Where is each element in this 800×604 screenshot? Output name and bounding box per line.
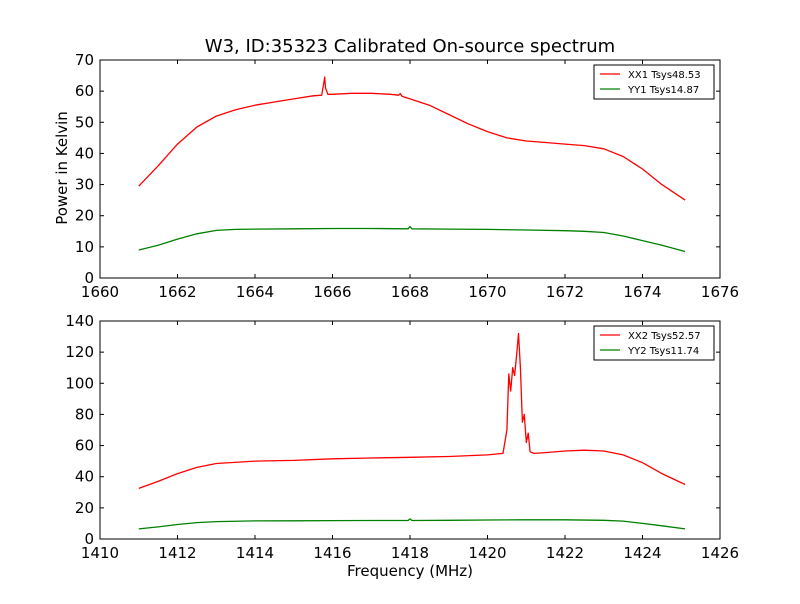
y-tick-label: 140 bbox=[65, 312, 94, 330]
y-tick-label: 60 bbox=[75, 82, 94, 100]
y-tick-label: 20 bbox=[75, 499, 94, 517]
y-tick-label: 20 bbox=[75, 207, 94, 225]
x-tick-label: 1668 bbox=[391, 283, 429, 301]
x-tick-label: 1426 bbox=[701, 544, 739, 562]
y-tick-label: 100 bbox=[65, 374, 94, 392]
legend-label: YY1 Tsys14.87 bbox=[627, 85, 699, 96]
bottom-panel: 1410 1412 1414 1416 1418 1420 1422 1424 1426 0 20 4… bbox=[65, 312, 739, 562]
series-line-red bbox=[138, 332, 686, 490]
x-tick-label: 1414 bbox=[236, 544, 274, 562]
y-tick-label: 40 bbox=[75, 468, 94, 486]
y-tick-label: 60 bbox=[75, 437, 94, 455]
y-axis-label: Power in Kelvin bbox=[53, 111, 71, 225]
legend-label: XX1 Tsys48.53 bbox=[628, 70, 701, 81]
legend-label: XX2 Tsys52.57 bbox=[628, 331, 701, 342]
x-axis-label: Frequency (MHz) bbox=[347, 562, 473, 580]
series-line-green bbox=[138, 225, 686, 253]
x-tick-label: 1672 bbox=[546, 283, 584, 301]
y-tick-label: 120 bbox=[65, 343, 94, 361]
y-tick-label: 0 bbox=[84, 269, 94, 287]
x-tick-label: 1412 bbox=[158, 544, 196, 562]
x-tick-label: 1416 bbox=[313, 544, 351, 562]
y-tick-label: 50 bbox=[75, 113, 94, 131]
y-tick-label: 0 bbox=[84, 530, 94, 548]
x-tick-label: 1670 bbox=[468, 283, 506, 301]
x-tick-label: 1422 bbox=[546, 544, 584, 562]
x-tick-label: 1674 bbox=[623, 283, 661, 301]
x-tick-label: 1420 bbox=[468, 544, 506, 562]
y-tick-label: 40 bbox=[75, 144, 94, 162]
x-tick-label: 1410 bbox=[81, 544, 119, 562]
series-line-green bbox=[138, 518, 686, 530]
y-tick-label: 70 bbox=[75, 51, 94, 69]
x-tick-label: 1664 bbox=[236, 283, 274, 301]
x-tick-label: 1660 bbox=[81, 283, 119, 301]
legend-box bbox=[593, 325, 715, 361]
y-tick-label: 30 bbox=[75, 176, 94, 194]
legend-label: YY2 Tsys11.74 bbox=[627, 346, 699, 357]
y-tick-label: 10 bbox=[75, 238, 94, 256]
x-tick-label: 1662 bbox=[158, 283, 196, 301]
y-tick-label: 80 bbox=[75, 405, 94, 423]
x-tick-label: 1666 bbox=[313, 283, 351, 301]
x-tick-label: 1676 bbox=[701, 283, 739, 301]
x-tick-label: 1424 bbox=[623, 544, 661, 562]
series-line-red bbox=[138, 76, 686, 201]
chart-title: W3, ID:35323 Calibrated On-source spectr… bbox=[205, 36, 615, 57]
legend-box bbox=[593, 64, 715, 100]
x-tick-label: 1418 bbox=[391, 544, 429, 562]
top-panel: 1660 1662 1664 1666 1668 1670 1672 1674 1676 0 10 2… bbox=[75, 51, 739, 301]
